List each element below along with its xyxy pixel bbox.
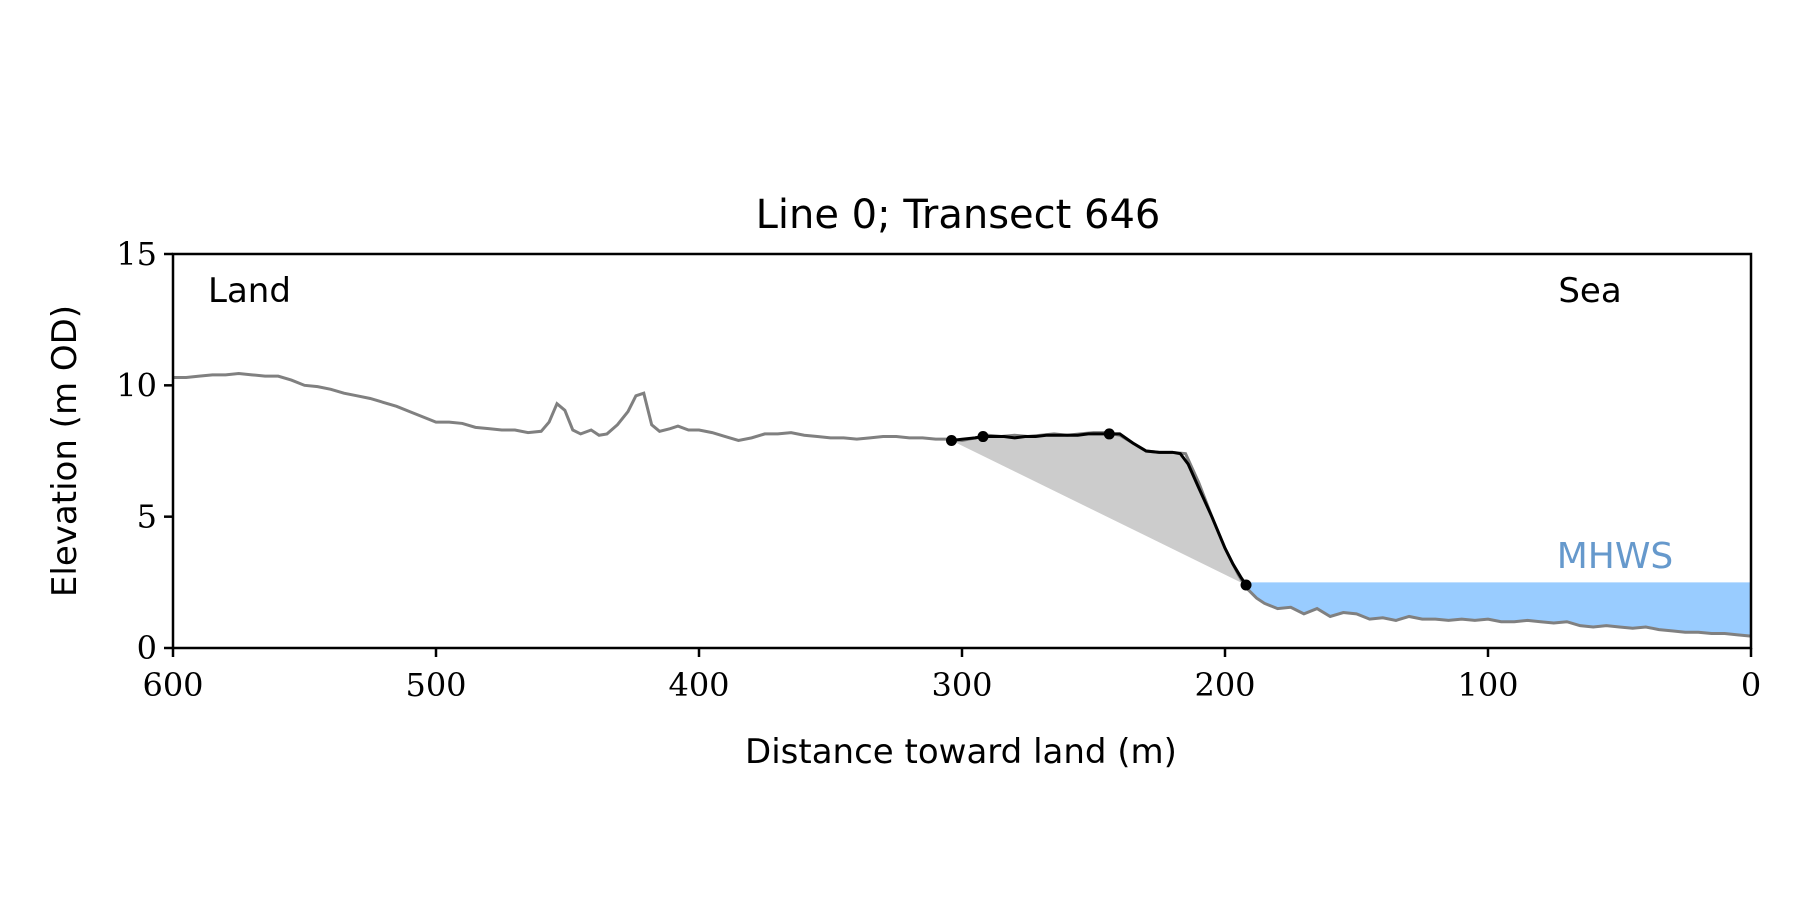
profile-line [173, 372, 1752, 638]
y-tick-label: 0 [137, 629, 157, 667]
x-axis-label: Distance toward land (m) [745, 732, 1177, 772]
mhws-water-fill [1246, 582, 1751, 637]
y-tick-label: 15 [116, 235, 157, 273]
cliff-point [1103, 428, 1115, 440]
cliff-line [951, 432, 1248, 586]
erosion-wedge-fill [951, 433, 1247, 585]
y-axis-label: Elevation (m OD) [45, 305, 85, 597]
cliff-point [1240, 579, 1252, 591]
land-label: Land [208, 271, 291, 311]
plot-area [173, 372, 1752, 638]
x-axis: 600 500 400 300 200 100 0 [142, 648, 1761, 704]
x-tick-label: 200 [1194, 666, 1255, 704]
x-tick-label: 100 [1457, 666, 1518, 704]
y-tick-label: 5 [137, 498, 157, 536]
y-tick-label: 10 [116, 366, 157, 404]
x-tick-label: 300 [931, 666, 992, 704]
x-tick-label: 0 [1741, 666, 1761, 704]
x-tick-label: 400 [668, 666, 729, 704]
mhws-label: MHWS [1557, 536, 1674, 577]
cliff-point [977, 431, 989, 443]
cliff-point [945, 434, 957, 446]
x-tick-label: 600 [142, 666, 203, 704]
y-axis: 0 5 10 15 [116, 235, 173, 667]
x-tick-label: 500 [405, 666, 466, 704]
sea-label: Sea [1558, 271, 1621, 311]
chart-title: Line 0; Transect 646 [756, 192, 1161, 238]
